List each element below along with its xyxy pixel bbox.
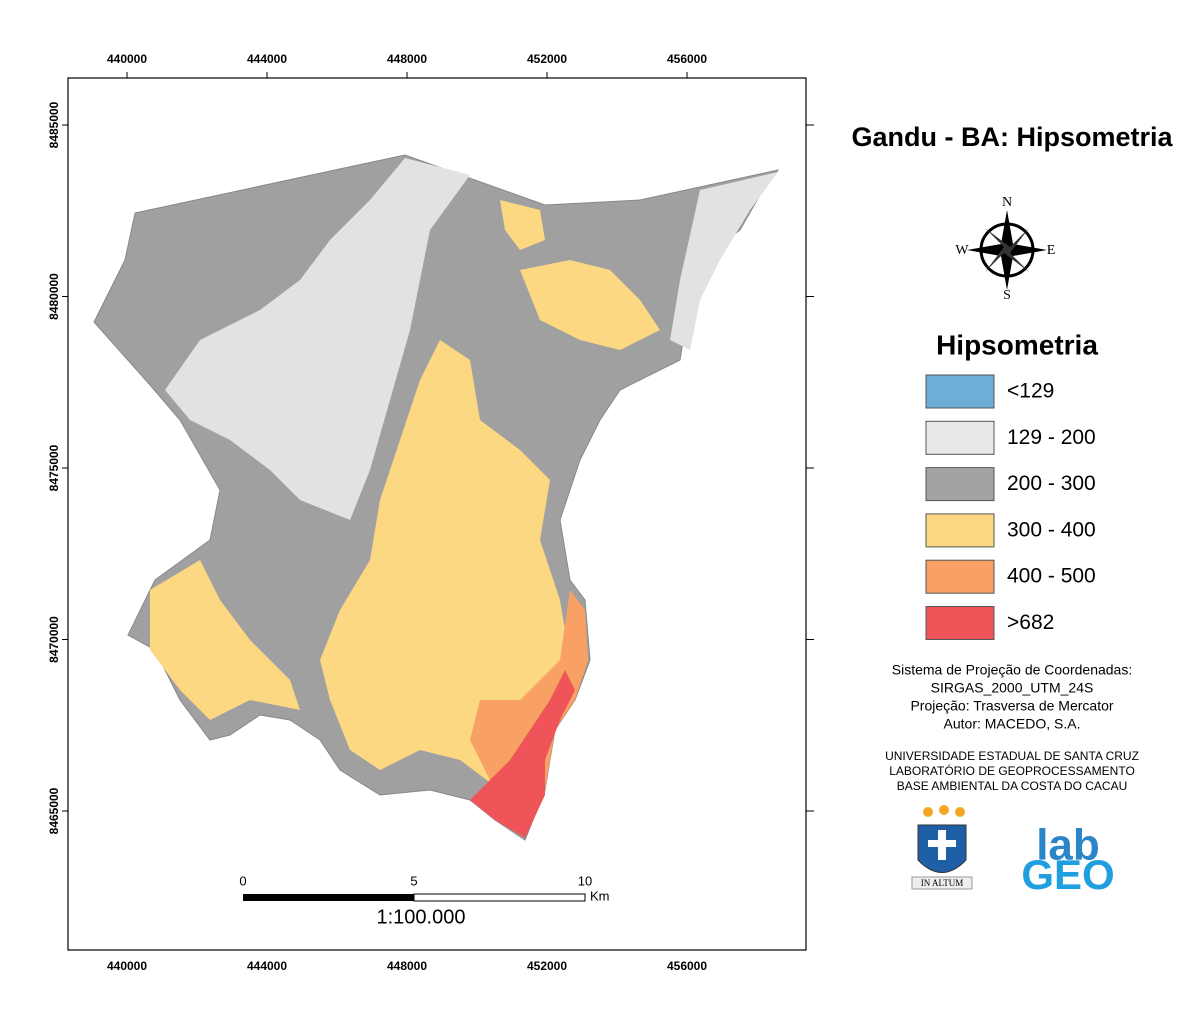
legend-swatch [925,420,995,455]
legend-label: 129 - 200 [1007,426,1096,449]
legend-swatch [925,467,995,502]
scale-label: 5 [410,873,417,888]
motto: IN ALTUM [921,878,963,888]
compass-star-diag [985,228,1029,272]
x-tick-label: 440000 [107,959,147,973]
x-tick-label: 456000 [667,52,707,66]
logo-geo: GEO [1021,851,1114,898]
flame [939,805,949,815]
projection-line: Projeção: Trasversa de Mercator [910,698,1113,714]
region-300-400 [150,560,300,720]
y-tick-label: 8475000 [47,444,61,491]
x-tick-label: 452000 [527,959,567,973]
scale-bar: 0 5 10 Km 1:100.000 [239,873,609,928]
scale-unit: Km [590,888,610,903]
compass-e: E [1047,243,1056,258]
region-129-200 [165,158,470,520]
scale-segment [413,893,586,902]
scale-ratio: 1:100.000 [377,906,466,928]
scale-label: 10 [578,873,592,888]
y-tick-label: 8470000 [47,616,61,663]
x-tick-label: 444000 [247,52,287,66]
scale-label: 0 [239,873,246,888]
projection-line: Autor: MACEDO, S.A. [944,716,1081,732]
municipality [93,154,780,841]
legend-swatch [925,513,995,548]
x-tick-label: 444000 [247,959,287,973]
institution-line: LABORATÓRIO DE GEOPROCESSAMENTO [889,763,1135,778]
flame [955,807,965,817]
compass-w: W [955,243,969,258]
institution-line: UNIVERSIDADE ESTADUAL DE SANTA CRUZ [885,749,1139,763]
logo-lab: lab [1036,821,1100,870]
y-tick-label: 8485000 [47,101,61,148]
y-tick-label: 8480000 [47,273,61,320]
legend-swatch [925,374,995,409]
legend-title: Hipsometria [936,329,1098,360]
y-tick-label: 8465000 [47,787,61,834]
uesc-logo: IN ALTUM [911,805,973,890]
x-tick-label: 452000 [527,52,567,66]
compass-s: S [1003,288,1011,303]
scale-segment [243,894,414,901]
flame [923,807,933,817]
projection-line: SIRGAS_2000_UTM_24S [931,680,1094,696]
x-tick-label: 440000 [107,52,147,66]
legend-label: 400 - 500 [1007,565,1096,588]
map-title: Gandu - BA: Hipsometria [851,122,1173,152]
projection-line: Sistema de Projeção de Coordenadas: [892,662,1132,678]
x-tick-label: 448000 [387,959,427,973]
x-tick-label: 456000 [667,959,707,973]
institution-line: BASE AMBIENTAL DA COSTA DO CACAU [897,779,1128,793]
region-129-200 [670,172,778,350]
legend-label: 300 - 400 [1007,518,1096,541]
compass: N E S W [955,195,1055,303]
legend-swatch [925,559,995,594]
region-400-500 [470,590,588,800]
region-300-400 [320,340,570,790]
legend-label: <129 [1007,380,1054,403]
region-300-400 [520,260,660,350]
region-682 [470,670,575,838]
region-300-400 [500,200,545,250]
legend-label: >682 [1007,611,1054,634]
compass-n: N [1002,195,1012,210]
legend-swatch [925,606,995,640]
motto-ribbon [911,876,973,890]
x-tick-label: 448000 [387,52,427,66]
legend-label: 200 - 300 [1007,472,1096,495]
shield-cross [928,840,956,847]
